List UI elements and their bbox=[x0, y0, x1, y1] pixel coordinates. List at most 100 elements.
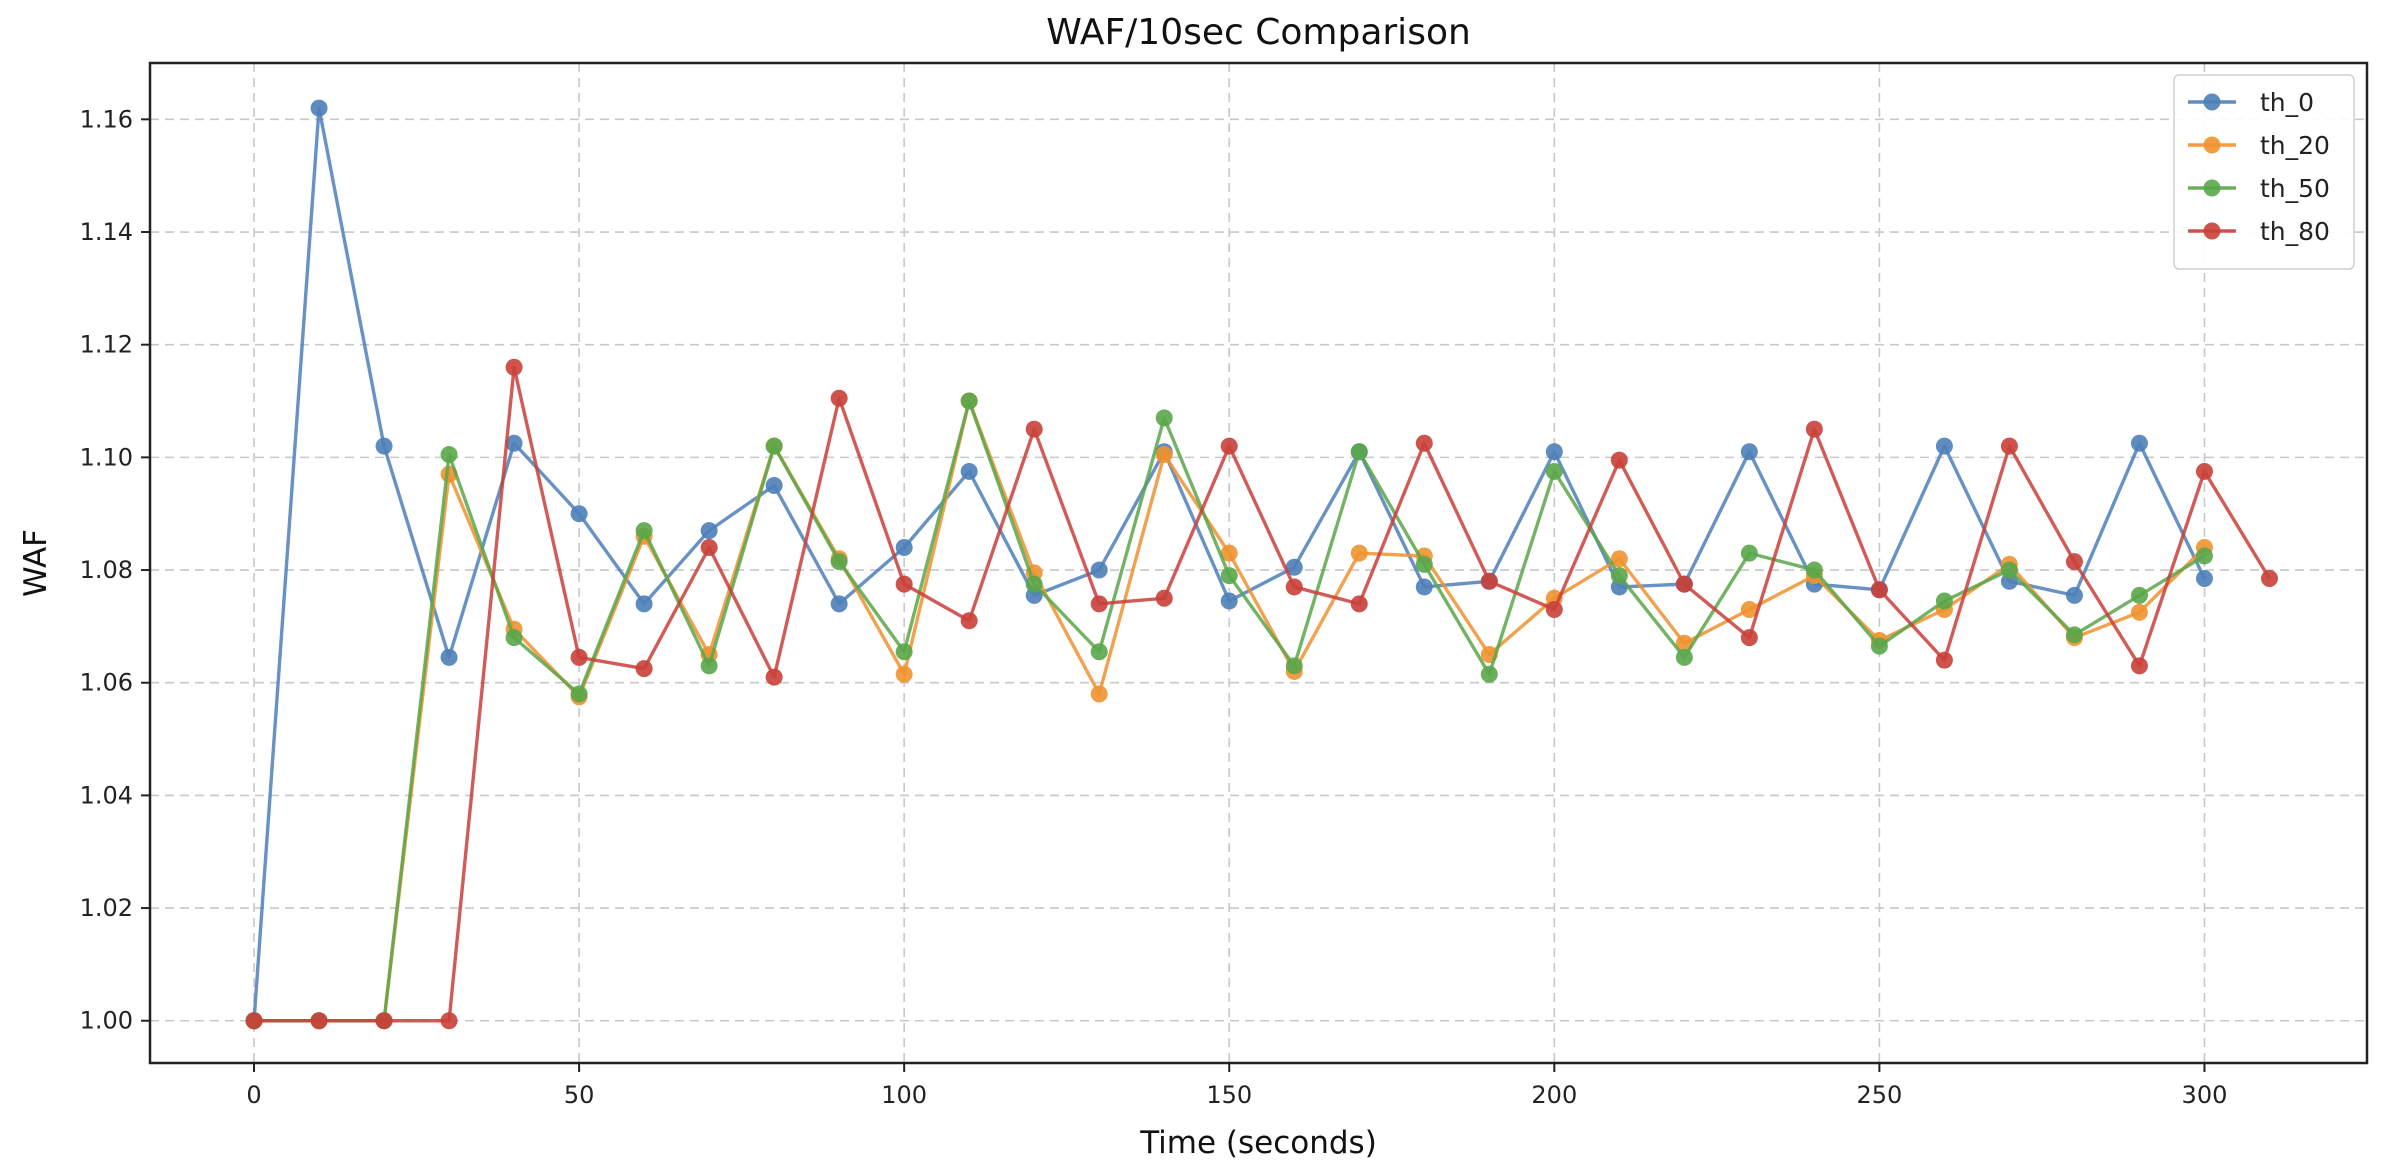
data-point-th_80 bbox=[1610, 451, 1628, 469]
data-point-th_80 bbox=[440, 1012, 458, 1030]
tick-layer: 0 50 100 150 200 250 300 1.00 1.02 1.04 1.06 1.08 1.… bbox=[80, 105, 2228, 1109]
data-point-th_0 bbox=[830, 595, 848, 613]
legend-label: th_80 bbox=[2260, 217, 2330, 246]
data-point-th_80 bbox=[245, 1012, 263, 1030]
data-point-th_50 bbox=[1805, 561, 1823, 579]
data-point-th_80 bbox=[2065, 553, 2083, 571]
y-tick-label: 1.16 bbox=[80, 105, 133, 133]
data-point-th_50 bbox=[1675, 648, 1693, 666]
x-tick-label: 300 bbox=[2182, 1081, 2228, 1109]
data-point-th_80 bbox=[1740, 629, 1758, 647]
data-point-th_50 bbox=[2000, 561, 2018, 579]
data-point-th_80 bbox=[960, 612, 978, 630]
data-point-th_80 bbox=[1805, 420, 1823, 438]
data-point-th_0 bbox=[440, 648, 458, 666]
data-point-th_0 bbox=[375, 437, 393, 455]
legend-label: th_20 bbox=[2260, 131, 2330, 160]
data-point-th_50 bbox=[1610, 567, 1628, 585]
grid-layer bbox=[150, 63, 2367, 1063]
data-point-th_80 bbox=[1545, 600, 1563, 618]
data-point-th_0 bbox=[960, 462, 978, 480]
series-line-th_80 bbox=[254, 365, 2271, 1023]
legend-swatch-marker bbox=[2203, 93, 2221, 111]
data-point-th_0 bbox=[765, 477, 783, 495]
series-th_50 bbox=[245, 392, 2213, 1030]
x-tick-label: 200 bbox=[1531, 1081, 1577, 1109]
data-point-th_80 bbox=[895, 575, 913, 593]
data-point-th_50 bbox=[1285, 657, 1303, 675]
data-point-th_20 bbox=[2130, 603, 2148, 621]
data-point-th_0 bbox=[1740, 443, 1758, 461]
legend-item-th_20: th_20 bbox=[2188, 131, 2330, 160]
data-point-th_20 bbox=[1610, 550, 1628, 568]
data-point-th_20 bbox=[1220, 544, 1238, 562]
data-point-th_80 bbox=[2195, 462, 2213, 480]
data-point-th_50 bbox=[1935, 592, 1953, 610]
data-point-th_80 bbox=[1480, 572, 1498, 590]
data-point-th_20 bbox=[1155, 446, 1173, 464]
data-point-th_20 bbox=[1090, 685, 1108, 703]
legend-swatch-marker bbox=[2203, 136, 2221, 154]
chart-title: WAF/10sec Comparison bbox=[1046, 12, 1471, 53]
data-point-th_0 bbox=[895, 539, 913, 557]
x-tick-label: 100 bbox=[881, 1081, 927, 1109]
data-point-th_80 bbox=[830, 389, 848, 407]
data-point-th_0 bbox=[700, 522, 718, 540]
data-point-th_0 bbox=[2130, 434, 2148, 452]
data-point-th_50 bbox=[895, 643, 913, 661]
data-point-th_50 bbox=[960, 392, 978, 410]
data-point-th_0 bbox=[1415, 578, 1433, 596]
data-point-th_50 bbox=[1415, 555, 1433, 573]
data-point-th_50 bbox=[570, 685, 588, 703]
data-point-th_50 bbox=[1545, 462, 1563, 480]
series-th_80 bbox=[245, 358, 2278, 1030]
data-point-th_50 bbox=[830, 553, 848, 571]
data-point-th_80 bbox=[2260, 569, 2278, 587]
data-point-th_20 bbox=[1350, 544, 1368, 562]
y-tick-label: 1.14 bbox=[80, 218, 133, 246]
legend-item-th_80: th_80 bbox=[2188, 217, 2330, 246]
y-tick-label: 1.06 bbox=[80, 669, 133, 697]
data-point-th_50 bbox=[765, 437, 783, 455]
y-axis-label: WAF bbox=[18, 529, 54, 597]
data-point-th_50 bbox=[1740, 544, 1758, 562]
y-tick-label: 1.08 bbox=[80, 556, 133, 584]
x-axis-label: Time (seconds) bbox=[1139, 1125, 1377, 1160]
x-tick-label: 50 bbox=[564, 1081, 595, 1109]
legend: th_0 th_20 th_50 th_80 bbox=[2173, 74, 2355, 270]
x-tick-label: 150 bbox=[1206, 1081, 1252, 1109]
data-point-th_80 bbox=[1350, 595, 1368, 613]
data-point-th_20 bbox=[1740, 600, 1758, 618]
data-point-th_80 bbox=[700, 539, 718, 557]
data-point-th_0 bbox=[570, 505, 588, 523]
data-point-th_80 bbox=[505, 358, 523, 376]
legend-swatch-marker bbox=[2203, 179, 2221, 197]
data-point-th_50 bbox=[635, 522, 653, 540]
data-point-th_0 bbox=[1285, 558, 1303, 576]
data-point-th_80 bbox=[1025, 420, 1043, 438]
data-point-th_0 bbox=[310, 99, 328, 117]
data-point-th_80 bbox=[635, 660, 653, 678]
data-point-th_50 bbox=[2130, 586, 2148, 604]
data-point-th_80 bbox=[1870, 581, 1888, 599]
data-point-th_80 bbox=[1220, 437, 1238, 455]
data-point-th_80 bbox=[1285, 578, 1303, 596]
legend-swatch-marker bbox=[2203, 222, 2221, 240]
data-point-th_80 bbox=[310, 1012, 328, 1030]
y-tick-label: 1.12 bbox=[80, 331, 133, 359]
series-layer bbox=[245, 99, 2278, 1030]
y-tick-label: 1.02 bbox=[80, 894, 133, 922]
data-point-th_20 bbox=[895, 665, 913, 683]
data-point-th_50 bbox=[1090, 643, 1108, 661]
plot-frame bbox=[148, 61, 2369, 1065]
data-point-th_0 bbox=[505, 434, 523, 452]
data-point-th_0 bbox=[1935, 437, 1953, 455]
data-point-th_0 bbox=[1090, 561, 1108, 579]
data-point-th_50 bbox=[440, 446, 458, 464]
data-point-th_0 bbox=[2195, 569, 2213, 587]
legend-label: th_50 bbox=[2260, 174, 2330, 203]
legend-item-th_50: th_50 bbox=[2188, 174, 2330, 203]
data-point-th_80 bbox=[375, 1012, 393, 1030]
